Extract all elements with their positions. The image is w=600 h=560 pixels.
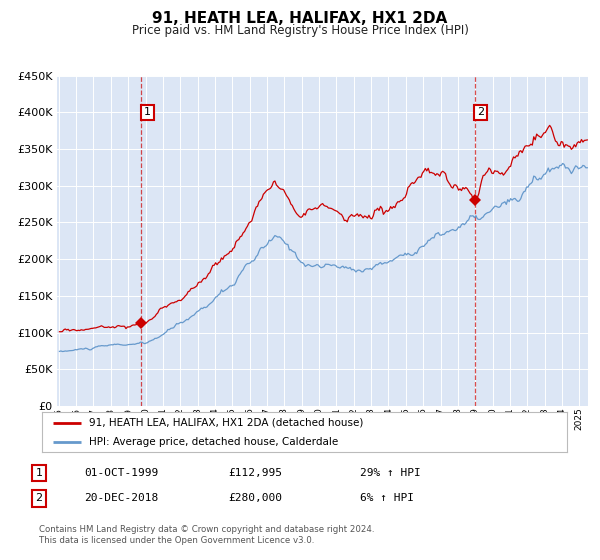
Text: 2: 2 [35,493,43,503]
Text: 01-OCT-1999: 01-OCT-1999 [84,468,158,478]
Text: 29% ↑ HPI: 29% ↑ HPI [360,468,421,478]
Text: HPI: Average price, detached house, Calderdale: HPI: Average price, detached house, Cald… [89,437,338,447]
Text: £280,000: £280,000 [228,493,282,503]
Text: 1: 1 [144,108,151,117]
Text: £112,995: £112,995 [228,468,282,478]
Text: 2: 2 [477,108,484,117]
Text: 1: 1 [35,468,43,478]
Text: 91, HEATH LEA, HALIFAX, HX1 2DA: 91, HEATH LEA, HALIFAX, HX1 2DA [152,11,448,26]
Text: 20-DEC-2018: 20-DEC-2018 [84,493,158,503]
Text: 91, HEATH LEA, HALIFAX, HX1 2DA (detached house): 91, HEATH LEA, HALIFAX, HX1 2DA (detache… [89,418,364,428]
Text: Contains HM Land Registry data © Crown copyright and database right 2024.
This d: Contains HM Land Registry data © Crown c… [39,525,374,545]
Text: 6% ↑ HPI: 6% ↑ HPI [360,493,414,503]
Text: Price paid vs. HM Land Registry's House Price Index (HPI): Price paid vs. HM Land Registry's House … [131,24,469,36]
